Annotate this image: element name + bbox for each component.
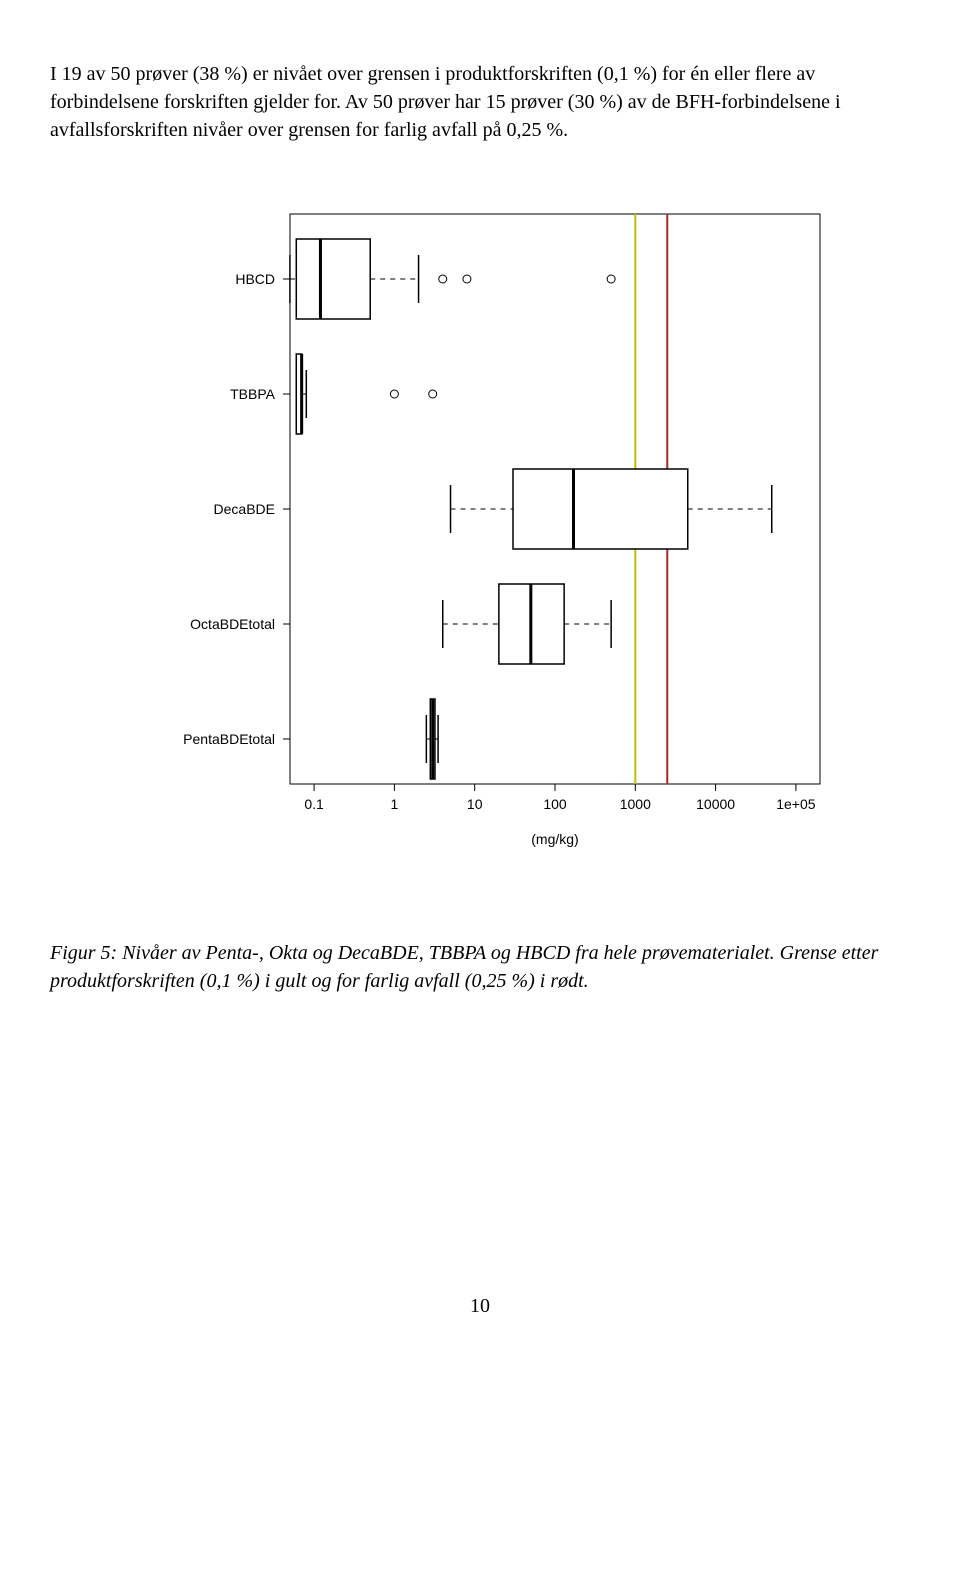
body-paragraph: I 19 av 50 prøver (38 %) er nivået over … bbox=[50, 60, 910, 144]
svg-text:0.1: 0.1 bbox=[304, 796, 324, 812]
svg-text:DecaBDE: DecaBDE bbox=[214, 501, 275, 517]
figure-5-caption: Figur 5: Nivåer av Penta-, Okta og DecaB… bbox=[50, 939, 910, 995]
svg-text:HBCD: HBCD bbox=[235, 271, 275, 287]
svg-text:TBBPA: TBBPA bbox=[230, 386, 276, 402]
svg-text:100: 100 bbox=[543, 796, 567, 812]
svg-text:1e+05: 1e+05 bbox=[776, 796, 816, 812]
svg-text:1000: 1000 bbox=[620, 796, 651, 812]
svg-text:10000: 10000 bbox=[696, 796, 735, 812]
svg-text:OctaBDEtotal: OctaBDEtotal bbox=[190, 616, 275, 632]
svg-text:PentaBDEtotal: PentaBDEtotal bbox=[183, 731, 275, 747]
figure-5: 0.1 1 10 100 1000 10000 1e+05 (mg/kg) HBCD TBBPA D… bbox=[120, 184, 840, 909]
svg-text:10: 10 bbox=[467, 796, 483, 812]
svg-text:1: 1 bbox=[390, 796, 398, 812]
page-number: 10 bbox=[50, 1295, 910, 1318]
boxplot-chart: 0.1 1 10 100 1000 10000 1e+05 (mg/kg) HBCD TBBPA D… bbox=[120, 184, 840, 904]
svg-text:(mg/kg): (mg/kg) bbox=[531, 831, 578, 847]
